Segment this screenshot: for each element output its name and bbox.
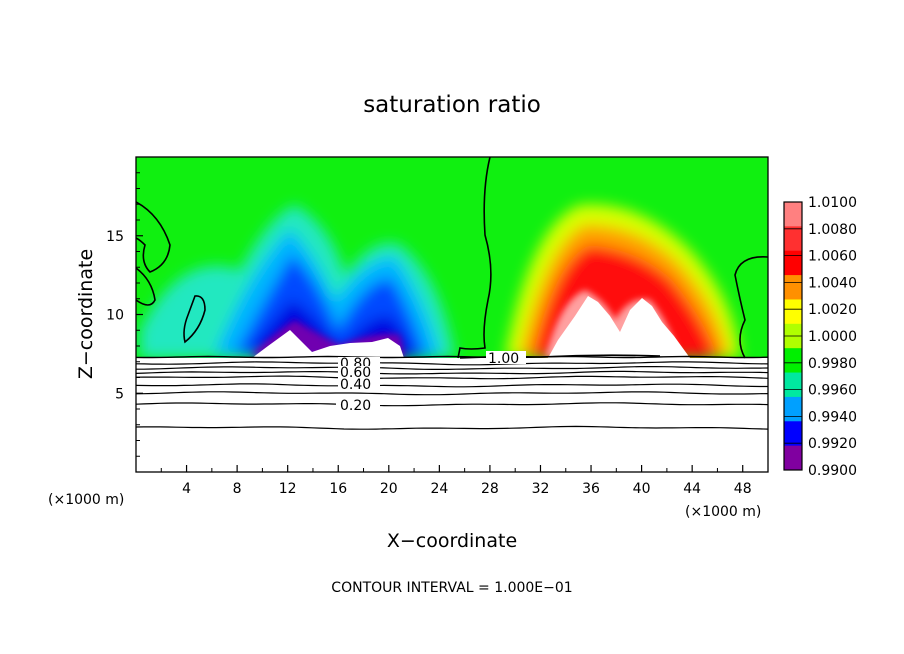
chart-title: saturation ratio — [363, 92, 541, 118]
colorbar-swatch — [784, 372, 802, 398]
contour-label-1.00: 1.00 — [488, 351, 519, 367]
contour-line-lower — [136, 425, 768, 430]
colorbar: 1.0100 1.0080 1.0060 1.0040 1.0020 1.0000 0.99… — [783, 195, 857, 479]
contour-right-edge — [734, 256, 768, 359]
y-tick-label: 10 — [106, 308, 124, 324]
colorbar-label: 1.0060 — [808, 249, 857, 265]
x-tick-label: 4 — [182, 481, 191, 497]
contour-interval-footer: CONTOUR INTERVAL = 1.000E−01 — [331, 580, 572, 596]
contour-line-lower — [136, 370, 768, 375]
contour-label-0.60: 0.60 — [340, 365, 371, 381]
contours-1.00 — [136, 157, 768, 359]
x-tick-label: 16 — [329, 481, 347, 497]
contour-labels: 0.80 0.60 0.40 0.20 1.00 — [336, 351, 526, 414]
colorbar-swatch — [784, 445, 802, 471]
colorbar-label: 1.0100 — [808, 195, 857, 211]
contour-left-lobe — [136, 267, 156, 306]
x-axis: 4 8 12 16 20 24 28 32 36 40 44 48 — [160, 465, 752, 497]
colorbar-swatch — [784, 348, 802, 374]
field-white-left — [252, 330, 404, 358]
colorbar-label: 0.9900 — [808, 463, 857, 479]
x-tick-label: 44 — [683, 481, 701, 497]
contour-line-lower — [136, 383, 768, 388]
colorbar-swatch — [784, 396, 802, 422]
contour-center — [457, 157, 492, 359]
contour-left-edge — [136, 201, 171, 273]
y-axis: 5 10 15 — [106, 172, 143, 457]
colorbar-swatch — [784, 250, 802, 276]
colorbar-label: 0.9980 — [808, 356, 857, 372]
contours-lower — [136, 355, 768, 430]
colorbar-label: 1.0080 — [808, 222, 857, 238]
contour-label-0.40: 0.40 — [340, 377, 371, 393]
contour-small-loop — [183, 295, 206, 344]
colorbar-label: 0.9920 — [808, 436, 857, 452]
y-axis-label: Z−coordinate — [75, 249, 97, 379]
contour-line-lower — [136, 361, 768, 366]
x-tick-label: 48 — [734, 481, 752, 497]
x-tick-label: 12 — [279, 481, 297, 497]
contour-label-0.20: 0.20 — [340, 398, 371, 414]
x-unit-right: (×1000 m) — [685, 504, 761, 520]
field-white-right — [548, 296, 690, 358]
colorbar-label: 1.0020 — [808, 302, 857, 318]
contour-line-lower — [136, 375, 768, 380]
lower-region — [136, 358, 768, 472]
x-unit-left: (×1000 m) — [48, 492, 124, 508]
colorbar-swatch — [784, 421, 802, 447]
x-tick-label: 20 — [380, 481, 398, 497]
y-tick-label: 5 — [115, 386, 124, 402]
x-axis-label: X−coordinate — [387, 530, 517, 552]
x-tick-label: 8 — [233, 481, 242, 497]
y-tick-label: 15 — [106, 229, 124, 245]
contour-line-lower — [136, 366, 768, 370]
colorbar-swatch — [784, 275, 802, 300]
x-tick-label: 40 — [633, 481, 651, 497]
contour-boundary — [136, 355, 768, 359]
colorbar-label: 1.0040 — [808, 275, 857, 291]
contour-line-lower — [136, 391, 768, 396]
x-tick-label: 32 — [532, 481, 550, 497]
colorbar-swatch — [784, 202, 802, 227]
colorbar-label: 1.0000 — [808, 329, 857, 345]
contour-line-lower — [136, 402, 768, 407]
x-tick-label: 28 — [481, 481, 499, 497]
plot-field — [136, 157, 768, 472]
x-tick-label: 36 — [582, 481, 600, 497]
colorbar-swatch — [784, 226, 802, 252]
colorbar-label: 0.9960 — [808, 383, 857, 399]
colorbar-label: 0.9940 — [808, 409, 857, 425]
x-tick-label: 24 — [430, 481, 448, 497]
colorbar-swatch — [784, 299, 802, 325]
